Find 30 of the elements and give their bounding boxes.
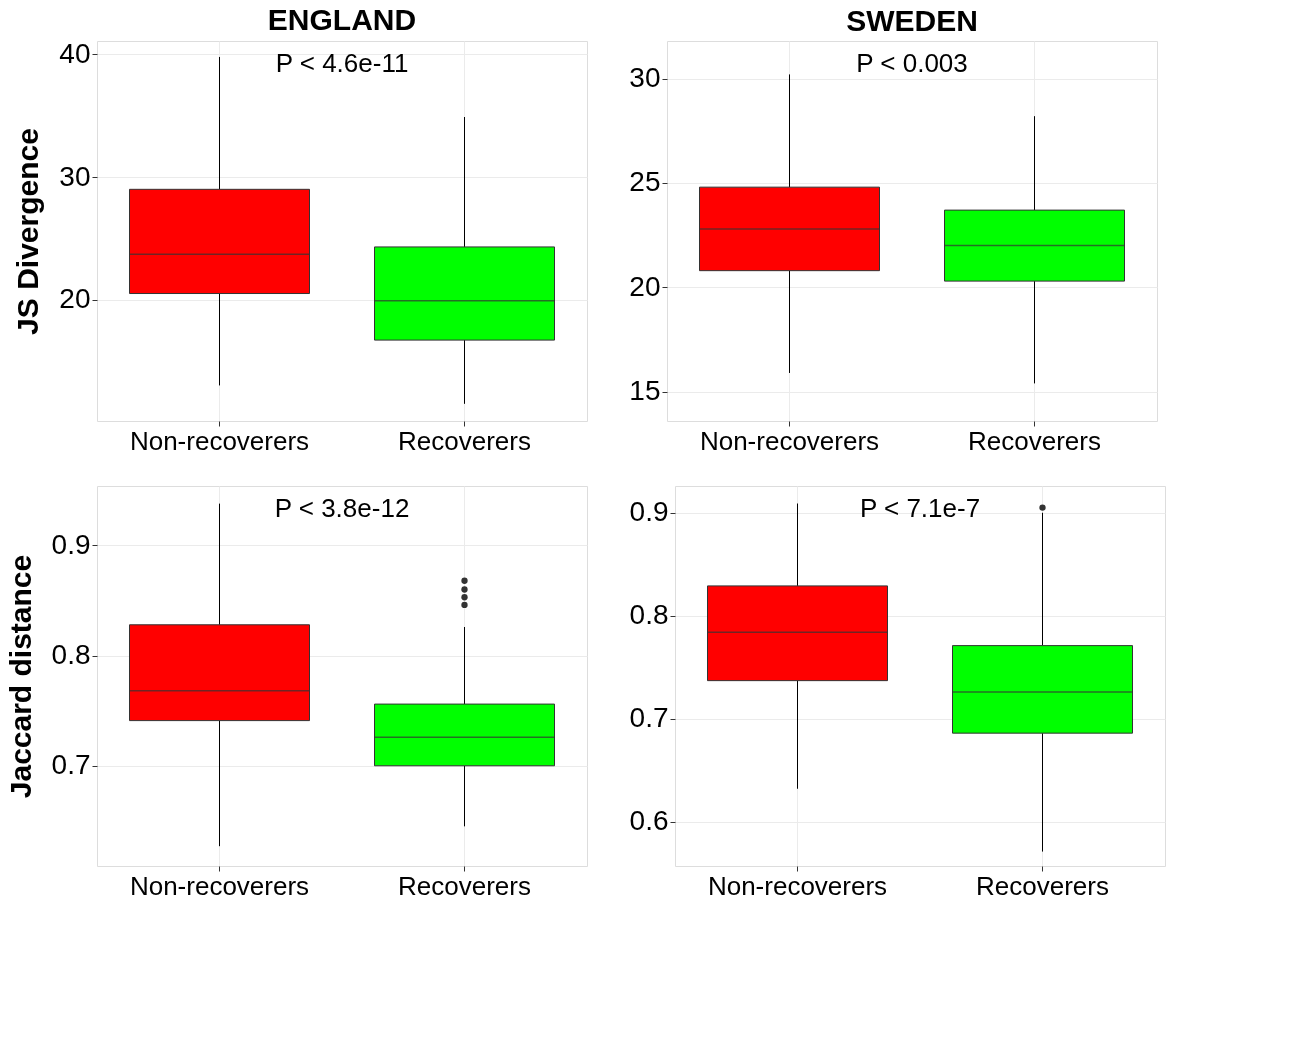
y-tick-label: 20 bbox=[59, 283, 91, 315]
y-tick-label: 20 bbox=[629, 270, 661, 302]
annotation: P < 3.8e-12 bbox=[274, 493, 410, 523]
y-tick-label: 0.9 bbox=[51, 528, 91, 560]
y-tick-label: 0.8 bbox=[629, 599, 669, 631]
y-tick-label: 0.7 bbox=[629, 702, 669, 734]
y-tick-label: 0.8 bbox=[51, 639, 91, 671]
y-tick-label: 40 bbox=[59, 37, 91, 69]
y-tick-label: 30 bbox=[59, 160, 91, 192]
y-axis-title: Jaccard distance bbox=[3, 554, 37, 799]
chart-title: SWEDEN bbox=[846, 4, 978, 37]
x-tick-label: Recoverers bbox=[976, 870, 1109, 901]
annotation: P < 0.003 bbox=[856, 48, 968, 78]
x-tick-label: Non-recoverers bbox=[699, 425, 880, 456]
x-tick-label: Recoverers bbox=[968, 425, 1101, 456]
x-tick-label: Recoverers bbox=[398, 425, 531, 456]
y-axis-title: JS Divergence bbox=[11, 128, 45, 335]
annotation: P < 4.6e-11 bbox=[275, 48, 409, 78]
y-tick-label: 25 bbox=[629, 166, 661, 198]
y-tick-label: 0.7 bbox=[51, 749, 91, 781]
y-tick-label: 0.6 bbox=[629, 805, 669, 837]
chart-title: ENGLAND bbox=[267, 3, 417, 37]
x-tick-label: Recoverers bbox=[398, 870, 531, 901]
y-tick-label: 0.9 bbox=[629, 496, 669, 528]
y-tick-label: 30 bbox=[629, 62, 661, 94]
x-tick-label: Non-recoverers bbox=[129, 870, 310, 901]
y-tick-label: 15 bbox=[629, 375, 661, 407]
annotation: P < 7.1e-7 bbox=[859, 493, 981, 523]
x-tick-label: Non-recoverers bbox=[707, 870, 888, 901]
x-tick-label: Non-recoverers bbox=[129, 425, 310, 456]
